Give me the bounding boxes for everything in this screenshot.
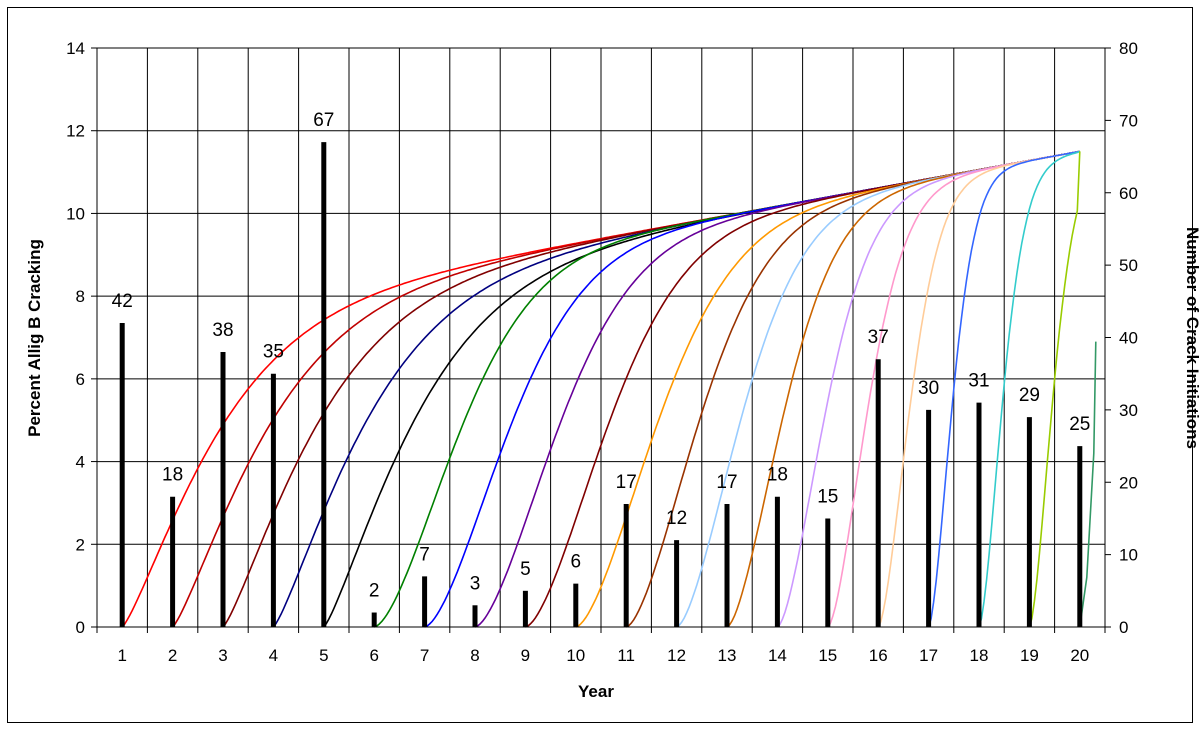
y-right-tick-label: 70 — [1119, 111, 1138, 130]
bar-data-label: 7 — [419, 544, 430, 565]
bar-data-label: 17 — [716, 472, 737, 493]
x-axis-title: Year — [578, 682, 614, 701]
x-tick-label: 8 — [470, 646, 479, 665]
y-left-tick-label: 12 — [66, 122, 85, 141]
x-tick-label: 9 — [521, 646, 530, 665]
x-tick-label: 5 — [319, 646, 328, 665]
bar-data-label: 3 — [470, 573, 481, 594]
curves — [121, 150, 1097, 628]
bar-data-label: 17 — [616, 472, 637, 493]
bar-data-label: 18 — [767, 465, 788, 486]
bar-data-label: 25 — [1069, 414, 1090, 435]
y-right-tick-label: 10 — [1119, 546, 1138, 565]
y-right-axis-title: Number of Crack Initiations — [1183, 227, 1200, 449]
x-tick-label: 6 — [369, 646, 378, 665]
x-tick-label: 16 — [869, 646, 888, 665]
curve-line — [927, 150, 1080, 628]
x-tick-label: 7 — [420, 646, 429, 665]
y-left-axis-title: Percent Allig B Cracking — [25, 239, 44, 437]
y-right-tick-label: 20 — [1119, 473, 1138, 492]
bar-data-label: 30 — [918, 378, 939, 399]
y-right-tick-label: 30 — [1119, 401, 1138, 420]
x-tick-label: 19 — [1020, 646, 1039, 665]
plot-area-border — [96, 47, 1106, 628]
bar-data-label: 6 — [571, 552, 582, 573]
bar-data-label: 35 — [263, 342, 284, 363]
grid — [96, 47, 1106, 628]
curve-line — [978, 150, 1081, 628]
x-tick-label: 18 — [970, 646, 989, 665]
bar-data-label: 67 — [313, 110, 334, 131]
y-left-tick-label: 8 — [76, 287, 85, 306]
y-right-tick-label: 0 — [1119, 618, 1128, 637]
bar-data-label: 38 — [212, 320, 233, 341]
bars — [119, 142, 1083, 627]
y-left-tick-label: 6 — [76, 370, 85, 389]
bar-data-label: 37 — [868, 327, 889, 348]
x-tick-label: 14 — [768, 646, 787, 665]
curve-line — [1079, 341, 1097, 628]
x-tick-label: 4 — [269, 646, 278, 665]
y-right-tick-label: 60 — [1119, 184, 1138, 203]
x-tick-label: 3 — [218, 646, 227, 665]
bar-data-label: 18 — [162, 465, 183, 486]
bar-data-label: 12 — [666, 508, 687, 529]
x-tick-label: 17 — [919, 646, 938, 665]
bar-data-label: 2 — [369, 581, 380, 602]
x-tick-label: 2 — [168, 646, 177, 665]
chart-frame — [7, 7, 1193, 723]
y-left-tick-label: 0 — [76, 618, 85, 637]
y-left-tick-label: 14 — [66, 39, 85, 58]
x-tick-label: 10 — [566, 646, 585, 665]
y-left-tick-label: 2 — [76, 535, 85, 554]
bar-data-label: 31 — [968, 371, 989, 392]
bar-data-label: 29 — [1019, 385, 1040, 406]
x-tick-label: 11 — [617, 646, 635, 665]
y-right-tick-label: 80 — [1119, 39, 1138, 58]
y-left-tick-label: 4 — [76, 453, 85, 472]
x-tick-label: 20 — [1070, 646, 1089, 665]
y-right-tick-label: 40 — [1119, 329, 1138, 348]
y-right-tick-label: 50 — [1119, 256, 1138, 275]
y-left-tick-label: 10 — [66, 204, 85, 223]
x-tick-label: 12 — [667, 646, 686, 665]
bar-data-label: 15 — [817, 486, 838, 507]
x-tick-label: 15 — [818, 646, 837, 665]
bar-data-label: 5 — [520, 559, 531, 580]
curve-line — [1028, 151, 1081, 628]
x-tick-label: 13 — [718, 646, 737, 665]
bar-data-label: 42 — [112, 291, 133, 312]
x-tick-label: 1 — [117, 646, 126, 665]
